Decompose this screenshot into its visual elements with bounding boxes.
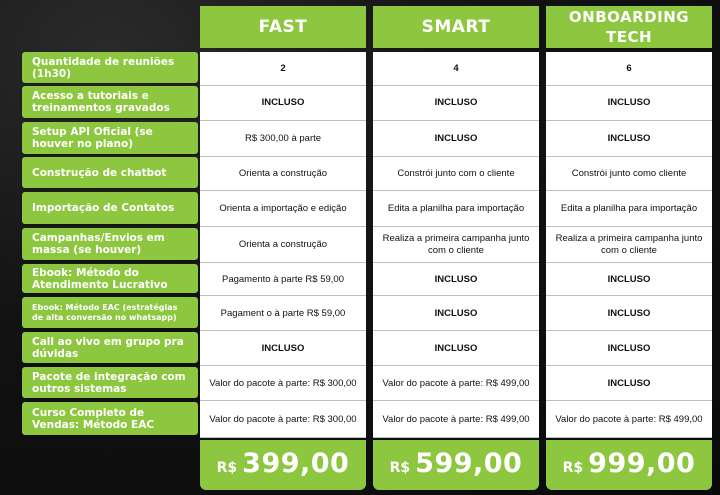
plan-cell: INCLUSO — [373, 86, 539, 121]
plan-cell: Valor do pacote à parte: R$ 499,00 — [373, 367, 539, 401]
feature-label: Call ao vivo em grupo pra dúvidas — [22, 332, 198, 363]
plan-cell: INCLUSO — [373, 332, 539, 366]
feature-label: Construção de chatbot — [22, 157, 198, 188]
feature-label: Ebook: Método do Atendimento Lucrativo — [22, 264, 198, 293]
plan-cell: INCLUSO — [373, 264, 539, 296]
plan-cells: 2 INCLUSO R$ 300,00 à parte Orienta a const… — [200, 52, 366, 438]
plan-name: SMART — [373, 6, 539, 48]
plan-cell: Constrói junto como cliente — [546, 157, 712, 191]
price-value: 999,00 — [588, 448, 696, 479]
plan-cell: INCLUSO — [373, 297, 539, 331]
plan-cells: 4 INCLUSO INCLUSO Constrói junto com o clie… — [373, 52, 539, 438]
plan-cell: Pagamento à parte R$ 59,00 — [200, 264, 366, 296]
plan-cell: 6 — [546, 52, 712, 86]
plan-cell: Realiza a primeira campanha junto com o … — [546, 228, 712, 263]
plan-cell: INCLUSO — [546, 86, 712, 121]
price-box-onboarding-tech[interactable]: R$ 999,00 — [546, 440, 712, 490]
plan-cell: Edita a planilha para importação — [546, 192, 712, 227]
feature-label: Pacote de integração com outros sistemas — [22, 367, 198, 398]
plan-column-onboarding-tech: ONBOARDING TECH 6 INCLUSO INCLUSO Constrói … — [546, 6, 712, 438]
feature-label: Setup API Oficial (se houver no plano) — [22, 122, 198, 154]
currency: R$ — [389, 460, 411, 476]
plan-column-fast: FAST 2 INCLUSO R$ 300,00 à parte Orienta a … — [200, 6, 366, 438]
price-box-fast[interactable]: R$ 399,00 — [200, 440, 366, 490]
plan-cell: INCLUSO — [373, 122, 539, 157]
price-box-smart[interactable]: R$ 599,00 — [373, 440, 539, 490]
plan-cell: INCLUSO — [546, 297, 712, 331]
plan-cell: INCLUSO — [546, 332, 712, 366]
plan-cell: Pagament o à parte R$ 59,00 — [200, 297, 366, 331]
feature-label: Quantidade de reuniões (1h30) — [22, 52, 198, 83]
plan-cell: INCLUSO — [546, 264, 712, 296]
plan-cell: INCLUSO — [200, 332, 366, 366]
plan-cell: Orienta a importação e edição — [200, 192, 366, 227]
plan-cell: Constrói junto com o cliente — [373, 157, 539, 191]
plan-name: ONBOARDING TECH — [546, 6, 712, 48]
plan-cell: Edita a planilha para importação — [373, 192, 539, 227]
plan-cell: INCLUSO — [546, 122, 712, 157]
plan-cell: R$ 300,00 à parte — [200, 122, 366, 157]
plan-cell: Valor do pacote à parte: R$ 300,00 — [200, 402, 366, 438]
feature-label: Ebook: Método EAC (estratégias de alta c… — [22, 297, 198, 328]
plan-cell: Realiza a primeira campanha junto com o … — [373, 228, 539, 263]
feature-label: Curso Completo de Vendas: Método EAC — [22, 402, 198, 435]
plan-cell: Valor do pacote à parte: R$ 499,00 — [373, 402, 539, 438]
plan-name: FAST — [200, 6, 366, 48]
plan-cells: 6 INCLUSO INCLUSO Constrói junto como clien… — [546, 52, 712, 438]
plan-cell: INCLUSO — [200, 86, 366, 121]
plan-cell: Valor do pacote à parte: R$ 499,00 — [546, 402, 712, 438]
plan-column-smart: SMART 4 INCLUSO INCLUSO Constrói junto com … — [373, 6, 539, 438]
plan-cell: Orienta a construção — [200, 157, 366, 191]
plan-cell: Orienta a construção — [200, 228, 366, 263]
plan-cell: INCLUSO — [546, 367, 712, 401]
price-value: 399,00 — [242, 448, 350, 479]
feature-label: Campanhas/Envios em massa (se houver) — [22, 228, 198, 260]
plan-cell: 4 — [373, 52, 539, 86]
plan-cell: 2 — [200, 52, 366, 86]
currency: R$ — [216, 460, 238, 476]
feature-label: Acesso a tutoriais e treinamentos gravad… — [22, 86, 198, 118]
plan-cell: Valor do pacote à parte: R$ 300,00 — [200, 367, 366, 401]
price-value: 599,00 — [415, 448, 523, 479]
feature-label: Importação de Contatos — [22, 192, 198, 224]
currency: R$ — [562, 460, 584, 476]
